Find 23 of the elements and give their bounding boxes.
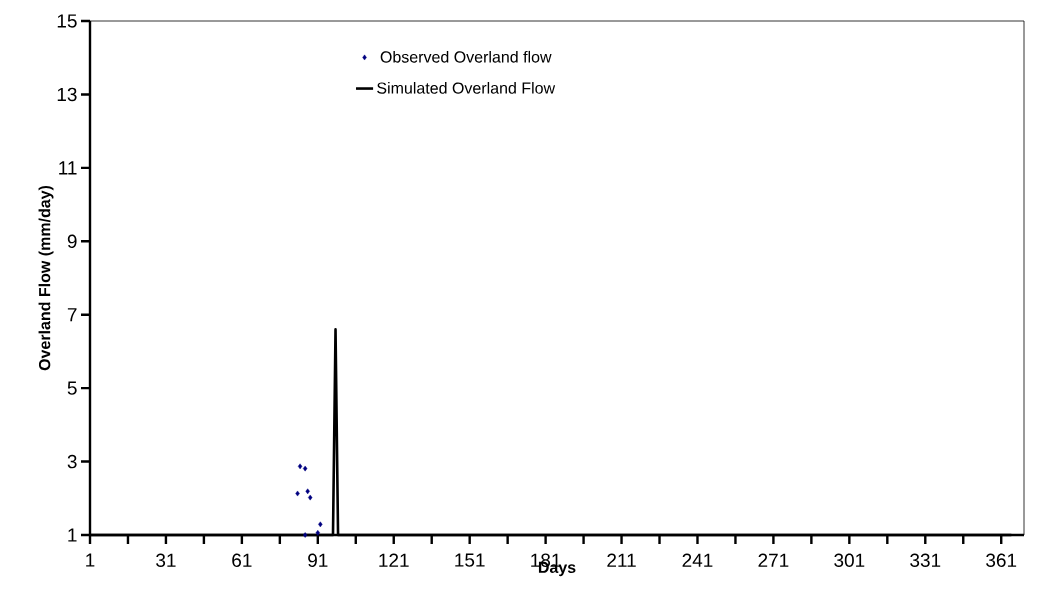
x-tick-label: 151 <box>455 553 485 567</box>
x-tick-label: 301 <box>834 553 865 567</box>
y-tick-label: 9 <box>67 234 77 249</box>
x-tick-label: 211 <box>607 553 636 567</box>
x-tick-label: 121 <box>379 553 409 567</box>
x-tick-label: 241 <box>682 553 713 567</box>
y-tick-label: 15 <box>57 14 77 28</box>
x-tick-label: 271 <box>758 553 789 567</box>
y-tick-label: 3 <box>67 454 77 469</box>
legend-label: Observed Overland flow <box>380 50 552 63</box>
y-tick-label: 5 <box>67 381 77 395</box>
y-axis-title: Overland Flow (mm/day) <box>38 185 54 371</box>
legend-label: Simulated Overland Flow <box>377 82 556 94</box>
x-tick-label: 1 <box>86 553 95 567</box>
x-tick-label: 31 <box>156 553 176 567</box>
x-tick-label: 91 <box>308 553 328 567</box>
y-tick-label: 7 <box>67 308 77 322</box>
x-tick-label: 61 <box>232 553 252 567</box>
y-tick-label: 11 <box>59 161 77 175</box>
y-tick-label: 1 <box>68 528 77 542</box>
y-tick-label: 13 <box>57 87 77 102</box>
x-tick-label: 331 <box>910 553 941 567</box>
x-tick-label: 361 <box>986 553 1017 567</box>
